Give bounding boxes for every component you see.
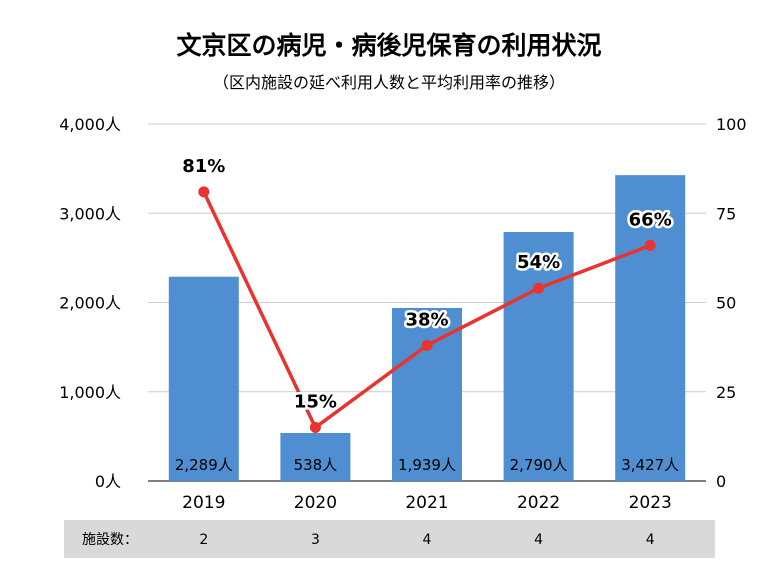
rate-point [309,421,321,433]
right-tick-label: 100 [716,115,747,134]
facility-row-background [64,520,715,558]
rate-data-label: 15% [294,391,337,412]
bar-value-label: 538人 [294,456,338,474]
rate-point [533,282,545,294]
x-tick-label: 2022 [517,493,560,513]
right-tick-label: 25 [716,383,736,402]
facility-row-label: 施設数： [82,532,138,548]
facility-row-values: 2 3 4 4 4 [199,532,654,548]
left-tick-label: 2,000人 [59,294,121,313]
bar-value-label: 3,427人 [621,456,679,474]
facility-count: 2 [199,532,208,548]
chart-title: 文京区の病児・病後児保育の利用状況 [176,31,601,60]
left-tick-label: 3,000人 [59,204,121,223]
x-tick-label: 2023 [629,493,672,513]
rate-data-label: 38% [405,309,448,330]
left-tick-label: 4,000人 [59,115,121,134]
bar-value-label: 2,790人 [510,456,568,474]
rate-point [198,186,210,198]
x-tick-label: 2020 [294,493,337,513]
bar [615,175,686,481]
left-tick-label: 1,000人 [59,383,121,402]
left-axis: 0人 1,000人 2,000人 3,000人 4,000人 [59,115,121,491]
facility-count: 4 [646,532,655,548]
rate-data-label: 54% [517,252,560,273]
bar-value-label: 1,939人 [398,456,456,474]
left-tick-label: 0人 [95,472,121,491]
bars: 2,289人 538人 1,939人 2,790人 3,427人 [168,175,686,481]
bar [392,307,462,481]
x-tick-label: 2021 [405,493,448,513]
bar-value-label: 2,289人 [175,456,233,474]
rate-point [644,239,656,251]
chart-subtitle: （区内施設の延べ利用人数と平均利用率の推移） [213,73,565,92]
facility-count: 4 [534,532,543,548]
x-tick-label: 2019 [182,493,225,513]
bar [280,432,351,481]
right-tick-label: 50 [716,294,736,313]
x-axis: 2019 2020 2021 2022 2023 [182,493,672,513]
right-axis: 0 25 50 75 100 [716,115,747,491]
rate-data-label: 81% [182,156,225,177]
right-tick-label: 75 [716,204,736,223]
facility-count: 3 [311,532,320,548]
bar [503,231,574,481]
rate-point [421,339,433,351]
right-tick-label: 0 [716,472,726,491]
rate-line-series: 81% 15% 38% 54% 66% [180,153,674,433]
rate-data-label: 66% [629,209,672,230]
facility-count: 4 [423,532,432,548]
bar [168,276,239,481]
